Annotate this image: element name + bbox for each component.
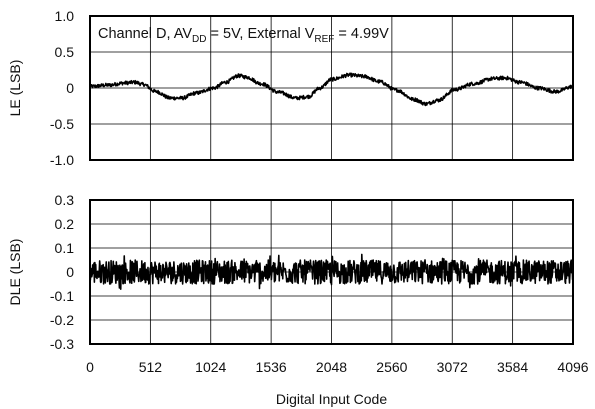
dle-y-tick-label: -0.3	[50, 336, 74, 352]
le-y-tick-label: 1.0	[55, 8, 75, 24]
dle-y-tick-label: 0	[66, 264, 74, 280]
x-axis-label: Digital Input Code	[276, 391, 388, 407]
le-condition-annotation: Channel D, AVDD = 5V, External VREF = 4.…	[98, 26, 389, 45]
dle-y-tick-labels: 0.3 0.2 0.1 0 -0.1 -0.2 -0.3	[50, 192, 74, 352]
dle-y-tick-label: 0.3	[55, 192, 75, 208]
x-tick-label: 3584	[497, 359, 528, 375]
dle-x-tick-labels: 0 512 1024 1536 2048 2560 3072 3584 4096	[86, 359, 589, 375]
le-y-tick-label: 0	[66, 80, 74, 96]
dle-series-line	[89, 253, 574, 290]
dle-y-tick-label: 0.2	[55, 216, 75, 232]
x-tick-label: 3072	[437, 359, 468, 375]
dle-chart: 0.3 0.2 0.1 0 -0.1 -0.2 -0.3 0 512 1024 1536 2048 2…	[7, 192, 589, 407]
x-tick-label: 4096	[557, 359, 588, 375]
x-tick-label: 1024	[195, 359, 226, 375]
dle-plot-frame	[89, 199, 574, 345]
x-tick-label: 2560	[376, 359, 407, 375]
dle-y-tick-label: -0.2	[50, 312, 74, 328]
le-chart: 1.0 0.5 0 -0.5 -1.0 LE (LSB) Channel D, AVDD…	[7, 8, 574, 168]
le-series-line	[89, 72, 574, 107]
le-y-tick-label: -0.5	[50, 116, 74, 132]
dle-y-tick-label: 0.1	[55, 240, 75, 256]
le-y-tick-labels: 1.0 0.5 0 -0.5 -1.0	[50, 8, 74, 168]
dle-y-axis-label: DLE (LSB)	[7, 239, 23, 306]
x-tick-label: 2048	[316, 359, 347, 375]
le-plot-frame	[89, 15, 574, 161]
le-y-tick-label: -1.0	[50, 152, 74, 168]
x-tick-label: 1536	[256, 359, 287, 375]
le-y-axis-label: LE (LSB)	[7, 60, 23, 117]
le-y-tick-label: 0.5	[55, 44, 75, 60]
x-tick-label: 512	[139, 359, 163, 375]
dle-y-tick-label: -0.1	[50, 288, 74, 304]
x-tick-label: 0	[86, 359, 94, 375]
